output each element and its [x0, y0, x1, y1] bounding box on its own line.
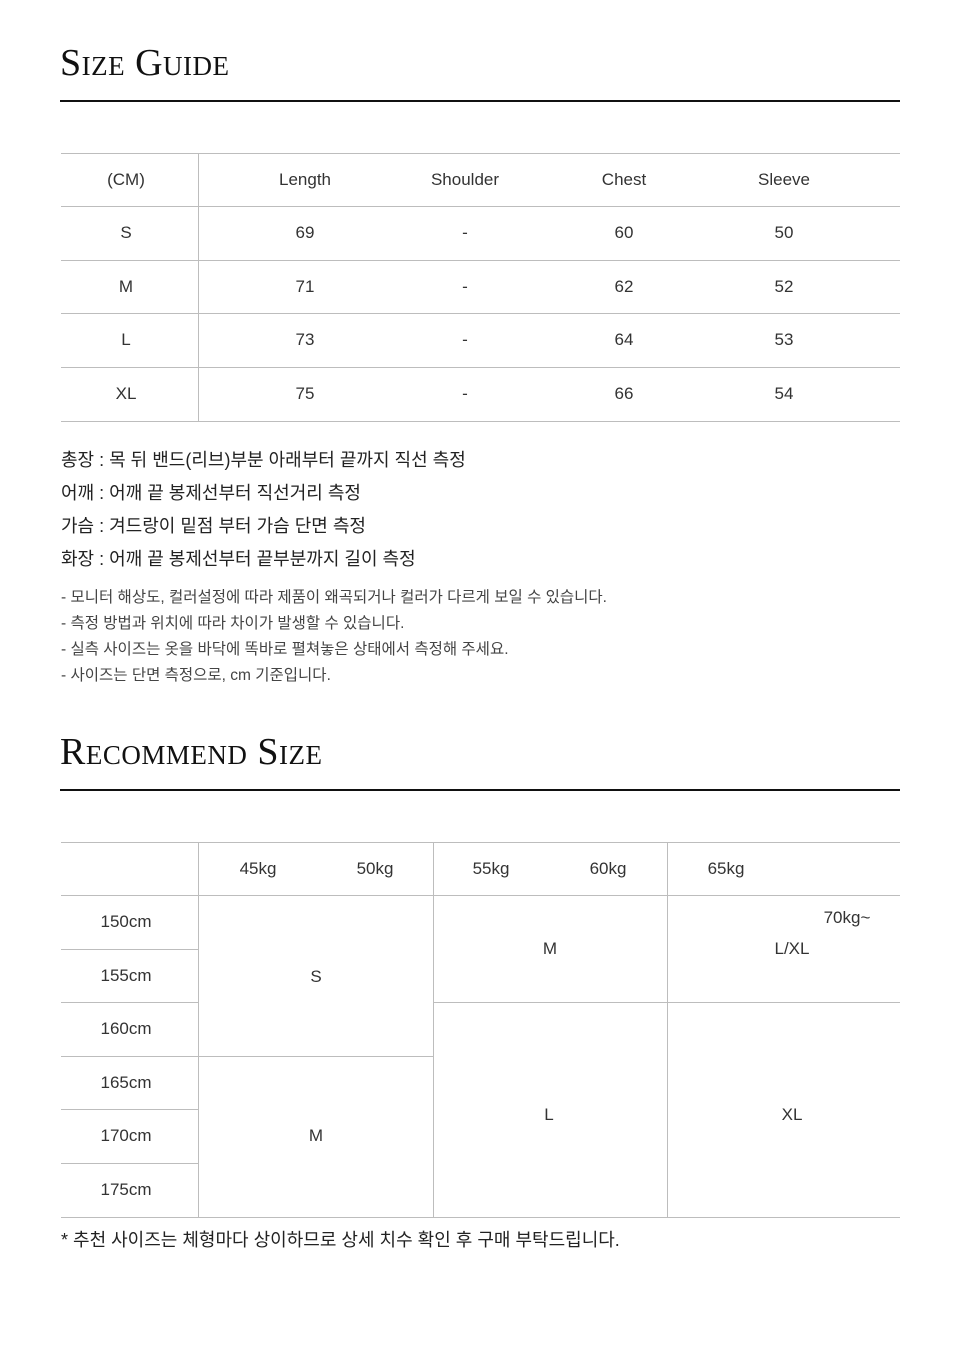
disclaimer: - 실측 사이즈는 옷을 바닥에 똑바로 펼쳐놓은 상태에서 측정해 주세요.: [61, 641, 509, 658]
column-header: (CM): [107, 170, 145, 189]
table-cell: 52: [774, 276, 794, 296]
measure-note: 가슴 : 겨드랑이 밑점 부터 가슴 단면 측정: [61, 516, 366, 536]
row-divider: [61, 842, 900, 843]
title-divider: [60, 789, 900, 791]
recommended-size: L/XL: [774, 939, 810, 958]
table-cell: 50: [774, 223, 794, 242]
measure-note: 화장 : 어깨 끝 봉제선부터 끝부분까지 길이 측정: [61, 549, 416, 569]
disclaimer: - 모니터 해상도, 컬러설정에 따라 제품이 왜곡되거나 컬러가 다르게 보일…: [61, 589, 607, 606]
table-cell: 75: [295, 384, 315, 403]
disclaimer: - 측정 방법과 위치에 따라 차이가 발생할 수 있습니다.: [61, 615, 405, 632]
cell-divider: [433, 1002, 900, 1003]
row-divider: [61, 1056, 198, 1057]
row-divider: [61, 895, 900, 896]
table-cell: 60: [614, 223, 634, 242]
row-divider: [61, 1163, 198, 1164]
size-label: L: [121, 330, 131, 349]
recommended-size: M: [308, 1126, 324, 1145]
column-divider: [433, 842, 434, 1217]
recommended-size: XL: [781, 1105, 803, 1124]
row-divider: [61, 260, 900, 261]
measure-note: 총장 : 목 뒤 밴드(리브)부분 아래부터 끝까지 직선 측정: [61, 450, 466, 470]
disclaimer: - 사이즈는 단면 측정으로, cm 기준입니다.: [61, 667, 331, 684]
column-divider: [198, 153, 199, 421]
table-cell: 64: [614, 330, 634, 349]
table-cell: 54: [774, 384, 794, 403]
column-header: Shoulder: [430, 170, 500, 189]
weight-header: 65kg: [707, 859, 745, 878]
column-header: Sleeve: [758, 170, 810, 189]
row-divider: [61, 1002, 198, 1003]
table-cell: -: [462, 384, 468, 403]
row-divider: [61, 1109, 198, 1110]
size-guide-title: Size Guide: [60, 42, 230, 84]
table-cell: -: [462, 276, 468, 296]
row-divider: [61, 949, 198, 950]
table-cell: -: [462, 330, 468, 349]
row-divider: [61, 206, 900, 207]
weight-header: 50kg: [356, 859, 394, 878]
size-label: M: [118, 276, 134, 296]
table-cell: 69: [295, 223, 315, 242]
table-cell: 53: [774, 330, 794, 349]
column-header: Length: [279, 170, 331, 189]
table-cell: -: [462, 223, 468, 242]
measure-note: 어깨 : 어깨 끝 봉제선부터 직선거리 측정: [61, 483, 361, 503]
recommended-size: L: [544, 1105, 554, 1124]
height-label: 155cm: [100, 965, 152, 985]
recommend-footnote: * 추천 사이즈는 체형마다 상이하므로 상세 치수 확인 후 구매 부탁드립니…: [61, 1230, 620, 1250]
height-label: 150cm: [100, 912, 152, 931]
table-cell: 71: [295, 276, 315, 296]
row-divider: [61, 313, 900, 314]
row-divider: [61, 421, 900, 422]
weight-header: 45kg: [239, 859, 277, 878]
recommend-size-title: Recommend Size: [60, 731, 323, 773]
row-divider: [61, 1217, 900, 1218]
size-label: S: [120, 223, 132, 242]
size-label: XL: [115, 384, 137, 403]
title-divider: [60, 100, 900, 102]
column-divider: [198, 842, 199, 1217]
row-divider: [61, 153, 900, 154]
column-header: Chest: [601, 170, 647, 189]
recommended-size: M: [542, 939, 558, 958]
height-label: 160cm: [100, 1019, 152, 1038]
table-cell: 62: [614, 276, 634, 296]
height-label: 175cm: [100, 1180, 152, 1199]
table-cell: 73: [295, 330, 315, 349]
table-cell: 66: [614, 384, 634, 403]
column-divider: [667, 842, 668, 1217]
row-divider: [61, 367, 900, 368]
weight-header: 70kg~: [823, 908, 871, 927]
weight-header: 55kg: [472, 859, 510, 878]
height-label: 165cm: [100, 1072, 152, 1092]
recommended-size: S: [310, 967, 322, 986]
height-label: 170cm: [100, 1126, 152, 1145]
weight-header: 60kg: [589, 859, 627, 878]
cell-divider: [198, 1056, 433, 1057]
